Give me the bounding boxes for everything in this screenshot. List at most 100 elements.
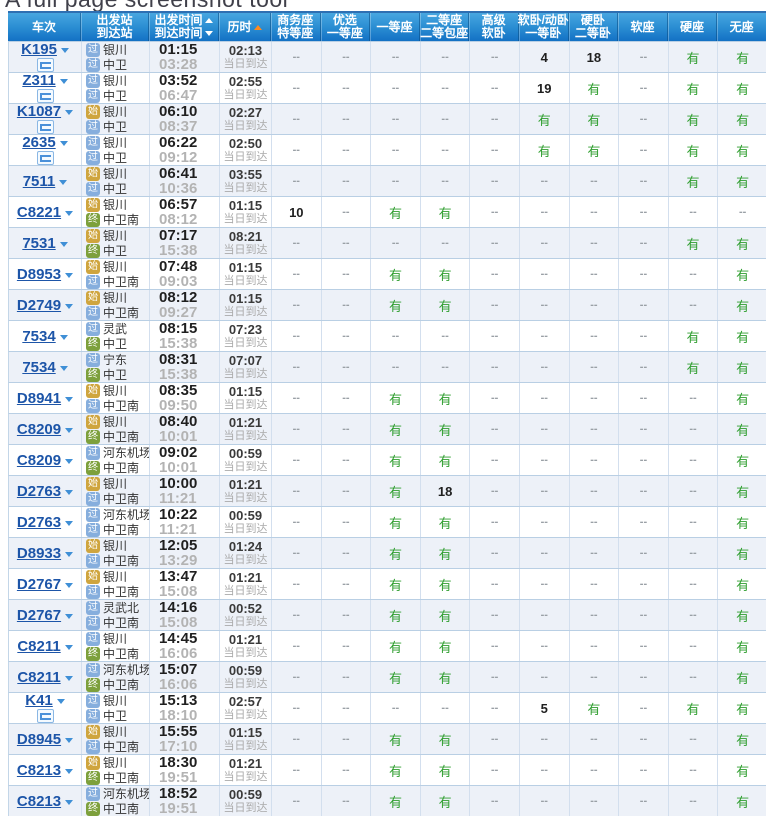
train-number-link[interactable]: D2767 — [16, 606, 62, 624]
seat-availability-value: -- — [491, 764, 499, 776]
train-number-toggle[interactable]: C8221 — [16, 203, 74, 221]
train-number-toggle[interactable]: 7531 — [22, 234, 68, 252]
column-header-duration[interactable]: 历时 — [218, 13, 270, 41]
train-number-toggle[interactable]: 7511 — [23, 174, 68, 189]
chevron-down-icon[interactable] — [65, 303, 74, 309]
seat-availability-value: -- — [342, 516, 350, 528]
seat-availability-value: -- — [689, 733, 697, 745]
chevron-down-icon[interactable] — [65, 551, 74, 557]
chevron-down-icon[interactable] — [65, 396, 74, 402]
train-number-link[interactable]: D8941 — [16, 389, 62, 407]
chevron-down-icon[interactable] — [59, 334, 68, 340]
train-number-toggle[interactable]: D8941 — [16, 389, 74, 407]
column-header-times[interactable]: 出发时间 到达时间 — [148, 13, 218, 41]
chevron-down-icon[interactable] — [65, 489, 74, 495]
train-number-toggle[interactable]: D8933 — [16, 544, 74, 562]
seat-availability-value: 有 — [736, 701, 750, 717]
chevron-down-icon[interactable] — [59, 365, 68, 371]
chevron-down-icon[interactable] — [56, 699, 65, 704]
train-number-link[interactable]: K41 — [25, 692, 53, 709]
train-number-link[interactable]: C8211 — [17, 668, 61, 686]
seat-cell-premium_first_seat: -- — [320, 290, 371, 320]
chevron-down-icon[interactable] — [65, 582, 74, 588]
chevron-down-icon[interactable] — [59, 179, 68, 185]
train-number-link[interactable]: D8953 — [16, 265, 62, 283]
train-number-toggle[interactable]: 7534 — [22, 327, 68, 345]
sort-descending-icon[interactable] — [204, 31, 213, 36]
train-number-link[interactable]: C8209 — [16, 451, 62, 469]
chevron-down-icon[interactable] — [65, 110, 74, 115]
train-number-link[interactable]: D2749 — [16, 296, 62, 314]
chevron-down-icon[interactable] — [65, 737, 74, 743]
train-number-link[interactable]: C8221 — [16, 203, 62, 221]
train-number-toggle[interactable]: D2763 — [16, 482, 74, 500]
train-number-toggle[interactable]: D2767 — [16, 606, 74, 624]
train-number-toggle[interactable]: C8213 — [16, 792, 74, 810]
train-number-link[interactable]: C8213 — [16, 761, 62, 779]
train-number-toggle[interactable]: D2749 — [16, 296, 74, 314]
train-number-link[interactable]: D2767 — [16, 575, 62, 593]
train-number-cell: K1087 — [9, 104, 81, 134]
chevron-down-icon[interactable] — [64, 675, 73, 681]
train-number-toggle[interactable]: C8209 — [16, 451, 74, 469]
arrival-station-name: 中卫南 — [103, 275, 140, 289]
seat-availability-value: -- — [342, 268, 350, 280]
chevron-down-icon[interactable] — [65, 458, 74, 464]
column-header-label: 软卧/动卧 — [517, 13, 569, 27]
train-number-toggle[interactable]: K41 — [25, 693, 65, 708]
train-number-toggle[interactable]: 7534 — [22, 358, 68, 376]
same-day-arrival-note: 当日到达 — [223, 647, 268, 659]
chevron-down-icon[interactable] — [59, 79, 68, 84]
train-number-toggle[interactable]: D8953 — [16, 265, 74, 283]
train-number-link[interactable]: 7534 — [22, 327, 56, 345]
arrival-station-name: 中卫南 — [103, 740, 140, 754]
same-day-arrival-note: 当日到达 — [223, 492, 268, 504]
train-number-link[interactable]: K195 — [21, 41, 57, 58]
seat-availability-value: 5 — [540, 700, 548, 716]
seat-availability-value: 有 — [388, 608, 402, 624]
train-number-toggle[interactable]: C8211 — [17, 668, 73, 686]
train-number-link[interactable]: 7534 — [22, 358, 56, 376]
train-number-link[interactable]: C8213 — [16, 792, 62, 810]
sort-ascending-icon[interactable] — [204, 18, 213, 23]
train-number-link[interactable]: D2763 — [16, 482, 62, 500]
seat-cell-second_seat: -- — [419, 73, 470, 103]
train-number-toggle[interactable]: 2635 — [22, 134, 68, 151]
chevron-down-icon[interactable] — [65, 613, 74, 619]
train-number-link[interactable]: D2763 — [16, 513, 62, 531]
train-number-link[interactable]: C8211 — [17, 637, 61, 655]
chevron-down-icon[interactable] — [65, 520, 74, 526]
train-number-link[interactable]: 2635 — [22, 134, 56, 151]
train-number-toggle[interactable]: Z311 — [22, 72, 68, 89]
chevron-down-icon[interactable] — [65, 272, 74, 278]
seat-cell-no_seat: 有 — [717, 42, 766, 72]
same-day-arrival-note: 当日到达 — [223, 244, 268, 256]
chevron-down-icon[interactable] — [65, 210, 74, 216]
train-number-link[interactable]: C8209 — [16, 420, 62, 438]
train-number-toggle[interactable]: C8209 — [16, 420, 74, 438]
train-number-toggle[interactable]: D2767 — [16, 575, 74, 593]
train-number-toggle[interactable]: K1087 — [16, 103, 74, 120]
train-number-link[interactable]: D8933 — [16, 544, 62, 562]
train-number-link[interactable]: K1087 — [16, 103, 62, 120]
chevron-down-icon[interactable] — [59, 241, 68, 247]
train-number-toggle[interactable]: C8211 — [17, 637, 73, 655]
train-number-toggle[interactable]: D2763 — [16, 513, 74, 531]
chevron-down-icon[interactable] — [65, 799, 74, 805]
train-number-toggle[interactable]: K195 — [21, 42, 69, 57]
departure-time: 15:55 — [159, 723, 198, 740]
train-number-link[interactable]: 7511 — [22, 172, 56, 190]
sort-ascending-icon[interactable] — [253, 24, 262, 30]
train-number-toggle[interactable]: C8213 — [16, 761, 74, 779]
chevron-down-icon[interactable] — [65, 427, 74, 433]
chevron-down-icon[interactable] — [64, 644, 73, 650]
train-number-link[interactable]: Z311 — [22, 72, 56, 89]
arrival-station-name: 中卫南 — [103, 647, 140, 661]
chevron-down-icon[interactable] — [59, 141, 68, 146]
chevron-down-icon[interactable] — [65, 768, 74, 774]
chevron-down-icon[interactable] — [60, 48, 69, 53]
train-number-link[interactable]: 7531 — [22, 234, 56, 252]
train-number-toggle[interactable]: D8945 — [16, 730, 74, 748]
seat-cell-business_seat: 10 — [271, 197, 321, 227]
train-number-link[interactable]: D8945 — [16, 730, 62, 748]
